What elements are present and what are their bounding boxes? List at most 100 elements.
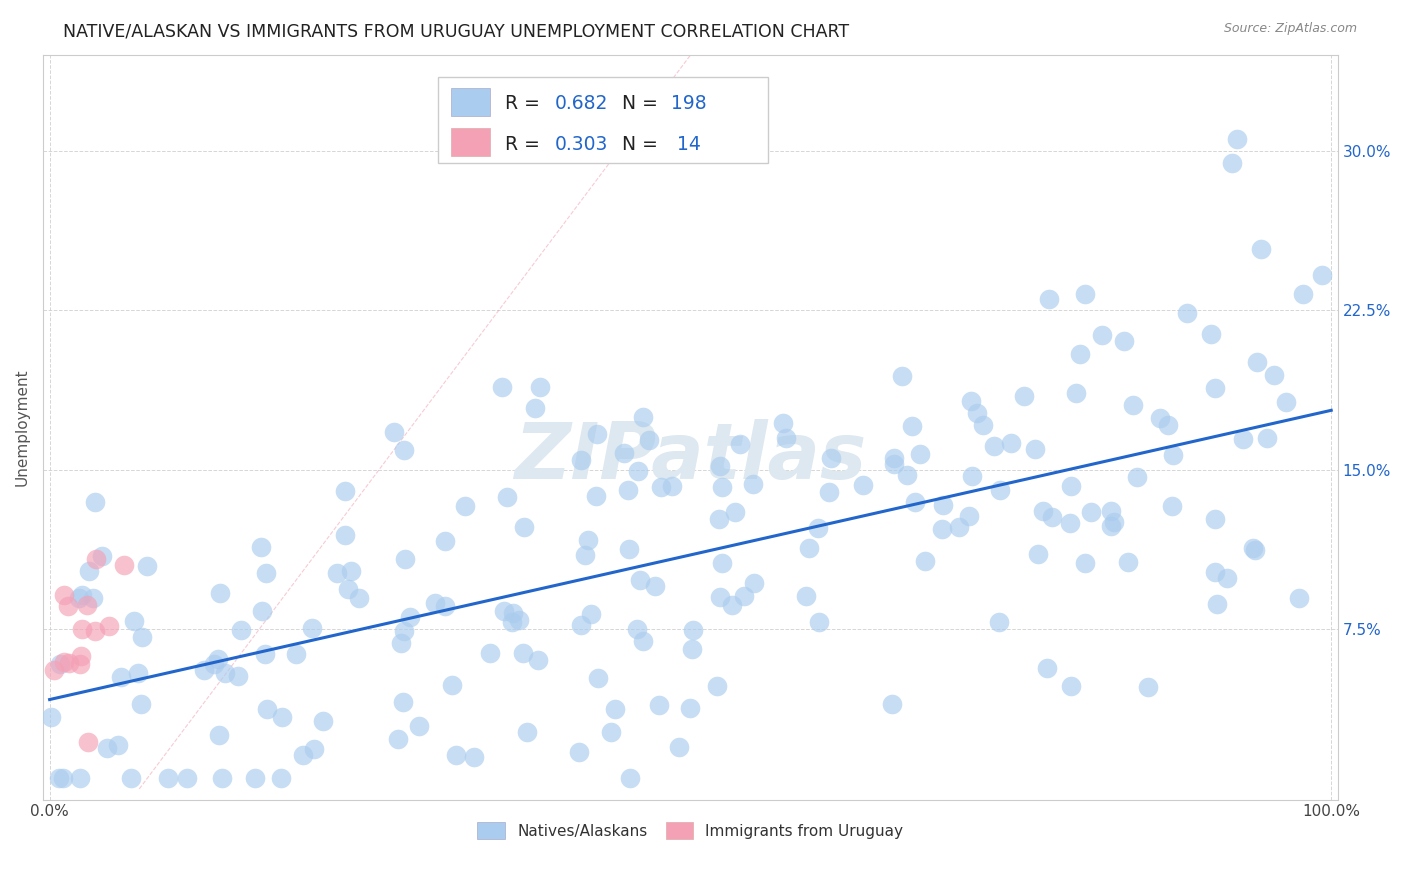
Point — [52, 589, 75, 603]
Point — [301, 621, 323, 635]
Point — [1160, 500, 1182, 514]
Point — [207, 652, 229, 666]
Point — [775, 431, 797, 445]
Point — [1220, 156, 1243, 170]
Point — [90, 549, 112, 564]
Point — [1069, 346, 1091, 360]
Point — [1064, 385, 1087, 400]
Point — [1060, 679, 1083, 693]
Point — [496, 490, 519, 504]
Point — [1161, 448, 1184, 462]
Point — [1244, 542, 1267, 557]
Point — [890, 369, 912, 384]
Point — [1246, 355, 1268, 369]
Point — [1263, 368, 1285, 382]
Point — [568, 745, 591, 759]
Point — [209, 586, 232, 600]
Point — [1038, 292, 1060, 306]
Point — [1040, 509, 1063, 524]
Point — [454, 500, 477, 514]
Point — [644, 579, 666, 593]
Point — [605, 702, 627, 716]
Point — [733, 589, 755, 603]
Point — [661, 478, 683, 492]
Text: 14: 14 — [671, 135, 700, 153]
Text: R =: R = — [505, 94, 546, 112]
Point — [491, 380, 513, 394]
Point — [628, 573, 651, 587]
Point — [70, 623, 93, 637]
Point — [808, 615, 831, 629]
Point — [1201, 326, 1223, 341]
Point — [508, 613, 530, 627]
Point — [742, 576, 765, 591]
Point — [706, 680, 728, 694]
Point — [576, 533, 599, 547]
Point — [49, 657, 72, 671]
Point — [96, 741, 118, 756]
Point — [988, 615, 1011, 630]
Point — [349, 591, 371, 605]
Point — [120, 771, 142, 785]
Point — [914, 553, 936, 567]
Point — [966, 406, 988, 420]
Point — [1157, 417, 1180, 432]
Point — [960, 469, 983, 483]
Point — [529, 379, 551, 393]
Point — [44, 663, 66, 677]
FancyBboxPatch shape — [439, 78, 768, 163]
Point — [389, 636, 412, 650]
Point — [41, 709, 63, 723]
Point — [434, 599, 457, 614]
Point — [1216, 571, 1239, 585]
Point — [136, 559, 159, 574]
Point — [226, 669, 249, 683]
Point — [127, 666, 149, 681]
Point — [600, 724, 623, 739]
Point — [478, 646, 501, 660]
Point — [1024, 442, 1046, 457]
Point — [1102, 515, 1125, 529]
Point — [52, 771, 75, 785]
Point — [1310, 268, 1333, 282]
Point — [883, 457, 905, 471]
Point — [613, 446, 636, 460]
Point — [84, 494, 107, 508]
Point — [1241, 541, 1264, 555]
Point — [883, 450, 905, 465]
Point — [70, 649, 93, 664]
Point — [501, 615, 523, 629]
Point — [1204, 565, 1226, 579]
FancyBboxPatch shape — [451, 128, 489, 156]
Point — [256, 701, 278, 715]
Point — [193, 663, 215, 677]
Point — [463, 749, 485, 764]
Point — [631, 409, 654, 424]
Point — [131, 630, 153, 644]
Point — [797, 541, 820, 555]
Text: 198: 198 — [671, 94, 707, 112]
Point — [1116, 555, 1139, 569]
Point — [392, 624, 415, 638]
Point — [392, 443, 415, 458]
Point — [1136, 680, 1159, 694]
Point — [512, 646, 534, 660]
Point — [444, 747, 467, 762]
Point — [585, 489, 607, 503]
Point — [110, 670, 132, 684]
Point — [1080, 505, 1102, 519]
Point — [83, 624, 105, 638]
Point — [724, 505, 747, 519]
Point — [70, 588, 93, 602]
Point — [1099, 519, 1122, 533]
Point — [1026, 547, 1049, 561]
Point — [176, 771, 198, 785]
Point — [129, 697, 152, 711]
Point — [710, 480, 733, 494]
Point — [617, 542, 640, 557]
Point — [709, 590, 731, 604]
Y-axis label: Unemployment: Unemployment — [15, 368, 30, 486]
Point — [340, 564, 363, 578]
Point — [983, 440, 1005, 454]
Point — [1288, 591, 1310, 605]
